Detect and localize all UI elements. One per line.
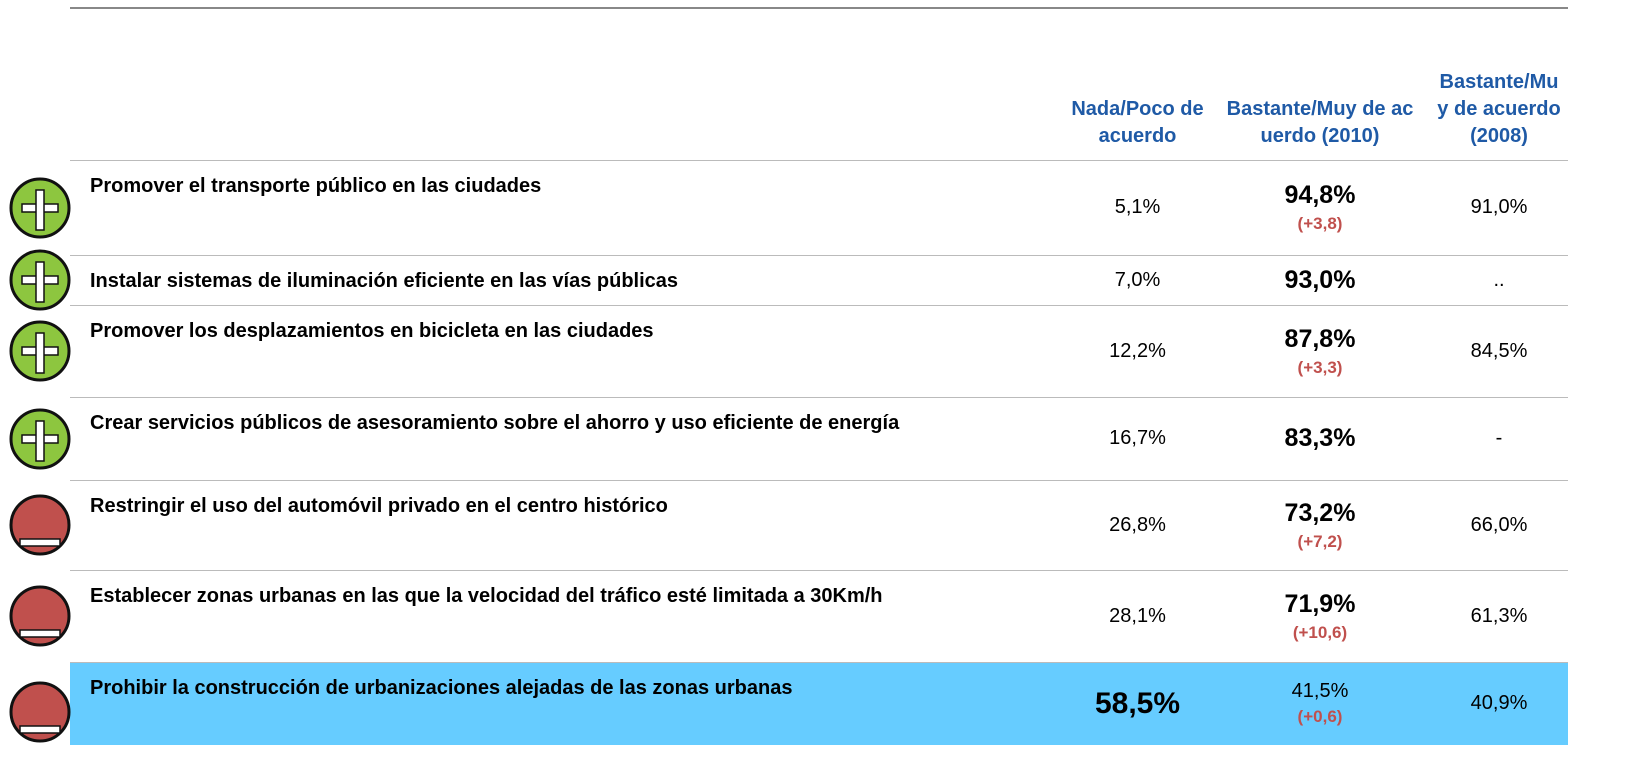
value-cell: 58,5%: [1060, 662, 1215, 745]
row-label: Restringir el uso del automóvil privado …: [90, 495, 668, 517]
value: 66,0%: [1470, 513, 1528, 536]
column-header: Bastante/Muy de acuerdo (2008): [1437, 71, 1561, 147]
value-cell: 26,8%: [1060, 480, 1215, 570]
value-cell: 28,1%: [1060, 570, 1215, 662]
value-cell: 93,0%: [1215, 255, 1425, 305]
row-rule: [70, 397, 1568, 398]
plus-icon: [9, 249, 71, 311]
value: 5,1%: [1114, 196, 1161, 218]
value: 12,2%: [1109, 339, 1166, 362]
value-cell: 84,5%: [1430, 305, 1568, 397]
value-cell: 94,8% (+3,8): [1215, 160, 1425, 255]
value-cell: 66,0%: [1430, 480, 1568, 570]
value-cell: 87,8% (+3,3): [1215, 305, 1425, 397]
value-cell: 71,9% (+10,6): [1215, 570, 1425, 662]
change: (+7,2): [1297, 531, 1343, 551]
change: (+0,6): [1297, 707, 1343, 726]
value: 94,8%: [1284, 181, 1356, 209]
value: 73,2%: [1284, 498, 1356, 527]
value-cell: 16,7%: [1060, 397, 1215, 480]
plus-icon: [9, 320, 71, 382]
value: 83,3%: [1284, 424, 1356, 452]
row-rule: [70, 662, 1568, 663]
value-cell: 91,0%: [1430, 160, 1568, 255]
value: -: [1495, 427, 1503, 449]
value: 91,0%: [1470, 196, 1528, 218]
row-label: Promover el transporte público en las ci…: [90, 175, 542, 197]
value-cell: 83,3%: [1215, 397, 1425, 480]
minus-icon: [9, 494, 71, 556]
value: 61,3%: [1470, 604, 1528, 627]
value-cell: 12,2%: [1060, 305, 1215, 397]
row-label: Promover los desplazamientos en biciclet…: [90, 320, 654, 342]
value: 58,5%: [1094, 686, 1181, 720]
minus-icon: [9, 585, 71, 647]
column-header: Nada/Poco de acuerdo: [1071, 98, 1204, 147]
value-cell: 7,0%: [1060, 255, 1215, 305]
plus-icon: [9, 177, 71, 238]
value-cell: 73,2% (+7,2): [1215, 480, 1425, 570]
value: 84,5%: [1470, 339, 1528, 362]
value-cell: ..: [1430, 255, 1568, 305]
row-label: Prohibir la construcción de urbanizacion…: [90, 677, 793, 699]
value-cell: 41,5% (+0,6): [1215, 662, 1425, 745]
minus-icon: [9, 681, 71, 742]
row-rule: [70, 160, 1568, 161]
value: 26,8%: [1109, 513, 1166, 536]
value: 87,8%: [1284, 324, 1356, 353]
row-rule: [70, 480, 1568, 481]
row-rule: [70, 570, 1568, 571]
value: 71,9%: [1284, 589, 1356, 618]
value: ..: [1493, 268, 1505, 291]
change: (+3,8): [1297, 214, 1343, 233]
row-label: Establecer zonas urbanas en las que la v…: [90, 585, 883, 607]
row-rule: [70, 255, 1568, 256]
row-label: Instalar sistemas de iluminación eficien…: [90, 270, 679, 292]
row-label: Crear servicios públicos de asesoramient…: [90, 412, 900, 434]
plus-icon: [9, 408, 71, 469]
value-cell: 5,1%: [1060, 160, 1215, 255]
row-rule: [70, 305, 1568, 306]
value: 41,5%: [1291, 680, 1349, 702]
value-cell: 40,9%: [1430, 662, 1568, 745]
value-cell: 61,3%: [1430, 570, 1568, 662]
row-highlight: [70, 662, 1568, 745]
value: 28,1%: [1109, 604, 1166, 627]
value: 7,0%: [1114, 268, 1161, 291]
value: 16,7%: [1109, 427, 1166, 449]
value: 93,0%: [1284, 265, 1356, 294]
change: (+10,6): [1292, 622, 1348, 642]
value-cell: -: [1430, 397, 1568, 480]
value: 40,9%: [1470, 692, 1528, 714]
top-rule: [70, 7, 1568, 9]
change: (+3,3): [1297, 357, 1343, 377]
column-header: Bastante/Muy de acuerdo (2010): [1226, 98, 1414, 147]
